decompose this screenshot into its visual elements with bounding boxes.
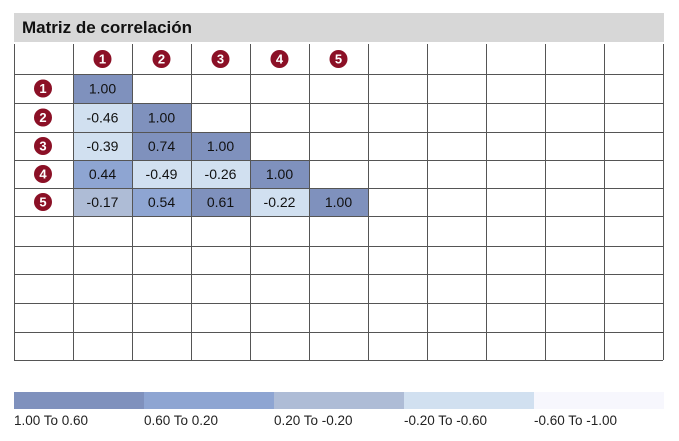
legend-label: -0.20 To -0.60	[404, 413, 488, 428]
legend-swatch	[274, 392, 404, 409]
column-badge	[93, 50, 112, 68]
legend-swatch	[404, 392, 534, 409]
column-badge	[211, 50, 230, 68]
heatmap-cell	[132, 103, 191, 132]
heatmap-cell	[191, 160, 250, 188]
legend-label: -0.60 To -1.00	[534, 413, 618, 428]
heatmap-cell	[132, 188, 191, 216]
row-badge	[34, 79, 52, 98]
row-badge	[34, 193, 52, 211]
heatmap-cell	[73, 160, 132, 188]
heatmap-cell	[73, 103, 132, 132]
cell-value: 1.00	[89, 81, 116, 97]
heatmap-cell	[73, 188, 132, 216]
column-badge	[270, 50, 289, 68]
cell-value: -0.46	[87, 110, 119, 126]
cell-value: -0.49	[146, 166, 178, 182]
legend-swatch	[14, 392, 144, 409]
cell-value: -0.17	[87, 194, 119, 210]
heatmap-cell	[191, 132, 250, 160]
column-badge-label: 5	[335, 52, 342, 67]
column-badge	[329, 50, 348, 68]
cell-value: -0.22	[264, 194, 296, 210]
heatmap-cell	[132, 160, 191, 188]
column-badge-label: 2	[158, 52, 165, 67]
column-badge-label: 4	[276, 52, 284, 67]
cell-value: 1.00	[148, 110, 175, 126]
cell-value: 1.00	[266, 166, 293, 182]
heatmap-cell	[250, 188, 309, 216]
cell-value: -0.39	[87, 138, 119, 154]
cell-value: 0.74	[148, 138, 175, 154]
heatmap-cell	[250, 160, 309, 188]
row-badge-label: 5	[39, 195, 46, 210]
row-badge-label: 2	[39, 110, 46, 125]
cell-value: 1.00	[207, 138, 234, 154]
row-badge-label: 1	[39, 81, 46, 96]
legend-label: 0.60 To 0.20	[144, 413, 219, 428]
heatmap-cell	[73, 132, 132, 160]
heatmap-cell	[309, 188, 368, 216]
cell-value: 0.54	[148, 194, 175, 210]
cell-value: -0.26	[205, 166, 237, 182]
cell-value: 0.61	[207, 194, 234, 210]
cell-value: 0.44	[89, 166, 116, 182]
heatmap-cell	[73, 74, 132, 103]
column-badge-label: 3	[217, 52, 224, 67]
legend-swatch	[534, 392, 664, 409]
row-badge	[34, 108, 52, 127]
column-badge	[152, 50, 171, 68]
heatmap-cell	[132, 132, 191, 160]
legend-label: 0.20 To -0.20	[274, 413, 353, 428]
legend-swatch	[144, 392, 274, 409]
row-badge-label: 4	[39, 167, 47, 182]
row-badge	[34, 165, 52, 183]
row-badge	[34, 137, 52, 155]
chart-title: Matriz de correlación	[14, 13, 664, 42]
column-badge-label: 1	[99, 52, 106, 67]
heatmap-cell	[191, 188, 250, 216]
cell-value: 1.00	[325, 194, 352, 210]
legend-label: 1.00 To 0.60	[14, 413, 89, 428]
row-badge-label: 3	[39, 139, 46, 154]
